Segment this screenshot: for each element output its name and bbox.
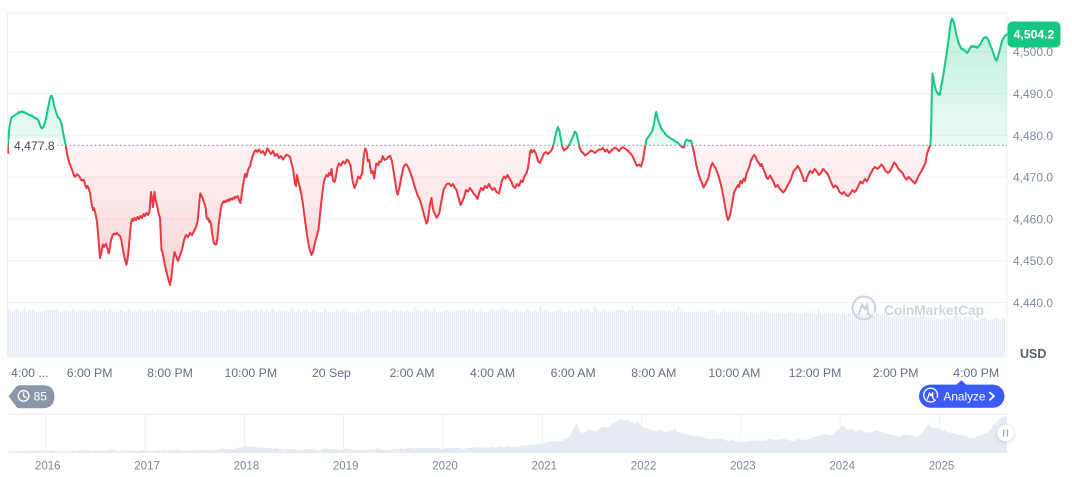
svg-text:Analyze: Analyze <box>944 390 986 404</box>
svg-text:2016: 2016 <box>35 461 61 473</box>
svg-text:2021: 2021 <box>532 461 558 473</box>
svg-text:2022: 2022 <box>631 461 657 473</box>
svg-text:4,440.0: 4,440.0 <box>1013 296 1053 310</box>
svg-text:4,504.2: 4,504.2 <box>1014 28 1055 42</box>
svg-text:USD: USD <box>1020 347 1046 361</box>
svg-text:4:00 ...: 4:00 ... <box>11 366 49 380</box>
svg-text:6:00 AM: 6:00 AM <box>551 366 596 380</box>
svg-text:2019: 2019 <box>333 461 359 473</box>
svg-text:4,460.0: 4,460.0 <box>1013 212 1053 226</box>
svg-text:6:00 PM: 6:00 PM <box>67 366 113 380</box>
svg-text:4,490.0: 4,490.0 <box>1013 87 1053 101</box>
svg-text:2:00 AM: 2:00 AM <box>389 366 434 380</box>
svg-text:12:00 PM: 12:00 PM <box>789 366 842 380</box>
svg-text:8:00 AM: 8:00 AM <box>631 366 676 380</box>
svg-text:4:00 AM: 4:00 AM <box>470 366 515 380</box>
svg-text:4:00 PM: 4:00 PM <box>953 366 999 380</box>
svg-text:4,477.8: 4,477.8 <box>14 139 55 153</box>
svg-text:2020: 2020 <box>432 461 458 473</box>
svg-text:4,480.0: 4,480.0 <box>1013 129 1053 143</box>
svg-text:85: 85 <box>34 389 48 403</box>
svg-text:2024: 2024 <box>829 461 855 473</box>
svg-text:2018: 2018 <box>234 461 260 473</box>
svg-text:2023: 2023 <box>730 461 756 473</box>
svg-text:2025: 2025 <box>929 461 955 473</box>
svg-text:8:00 PM: 8:00 PM <box>147 366 193 380</box>
svg-text:CoinMarketCap: CoinMarketCap <box>884 303 984 318</box>
svg-text:2:00 PM: 2:00 PM <box>873 366 919 380</box>
svg-text:2017: 2017 <box>134 461 160 473</box>
svg-text:10:00 PM: 10:00 PM <box>224 366 277 380</box>
svg-text:20 Sep: 20 Sep <box>312 366 351 380</box>
svg-text:4,470.0: 4,470.0 <box>1013 171 1053 185</box>
svg-text:4,450.0: 4,450.0 <box>1013 254 1053 268</box>
svg-text:10:00 AM: 10:00 AM <box>708 366 760 380</box>
svg-text:4,500.0: 4,500.0 <box>1013 45 1053 59</box>
